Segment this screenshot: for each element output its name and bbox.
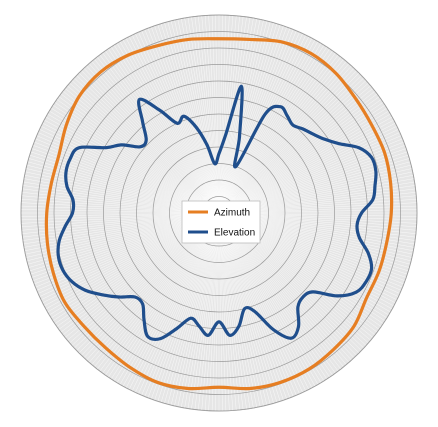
legend-label-elevation: Elevation <box>214 228 255 239</box>
legend: Azimuth Elevation <box>182 201 260 243</box>
legend-label-azimuth: Azimuth <box>214 208 250 219</box>
